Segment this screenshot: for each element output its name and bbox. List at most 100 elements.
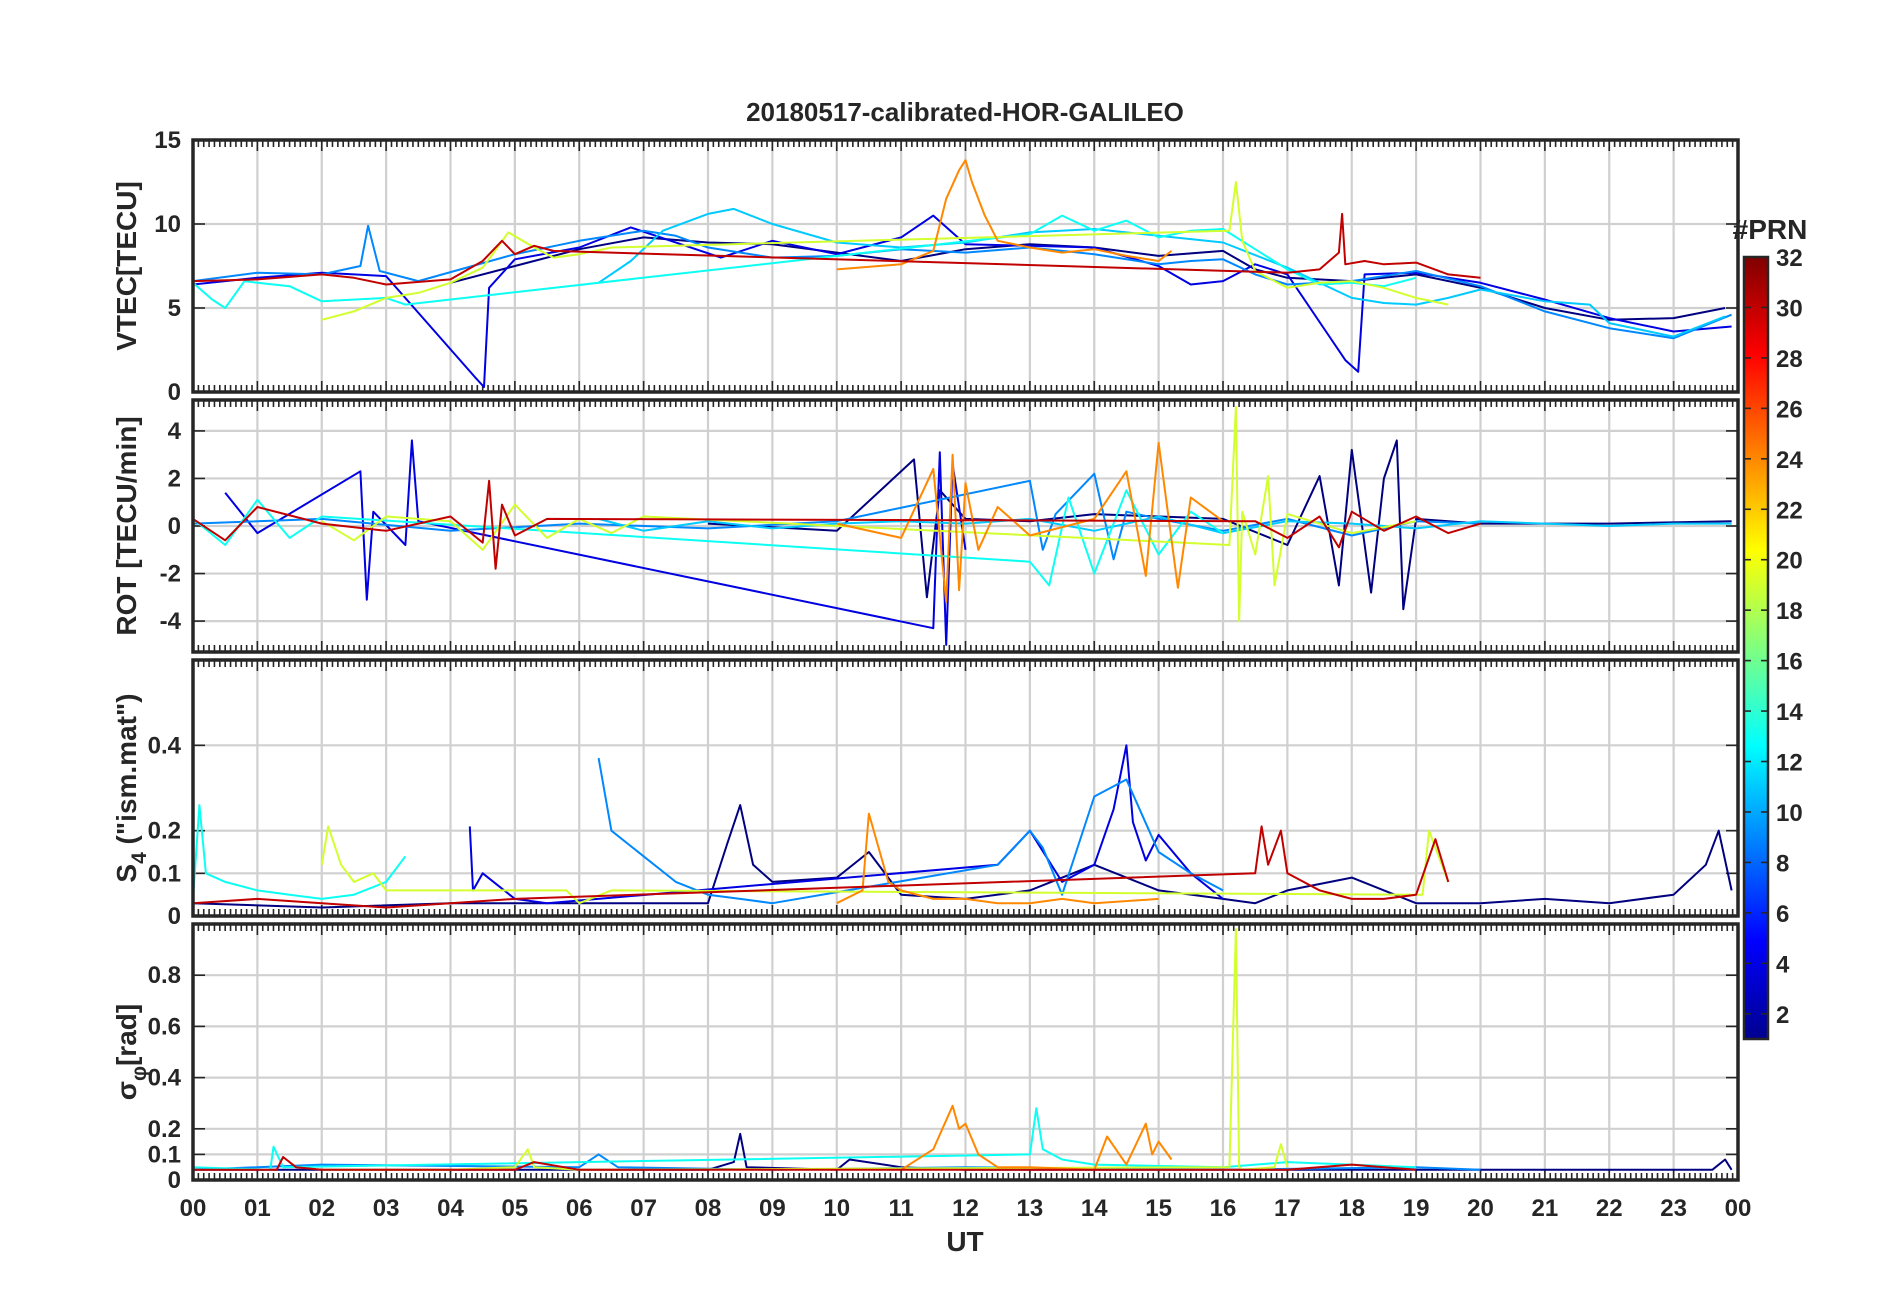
y-tick-label: 0.2 [148, 1116, 181, 1143]
series-group [193, 928, 1733, 1171]
panel-frame [191, 398, 1740, 654]
series-line-prn-4 [224, 439, 967, 646]
y-tick-label: 4 [168, 418, 182, 445]
x-tick-label: 02 [308, 1195, 335, 1222]
x-tick-label: 15 [1145, 1195, 1172, 1222]
panel-vtec: 0 5 10 15 VTEC[TECU] [111, 127, 1740, 406]
x-tick-label: 23 [1660, 1195, 1687, 1222]
x-tick-label: 07 [630, 1195, 657, 1222]
x-tick-label: 05 [502, 1195, 529, 1222]
panel-sigma_phi: 00.10.2 0.4 0.6 0.8 σφ[rad] 00 01 02 03 04 05 06 07 0… [111, 922, 1752, 1222]
colorbar-tick-label: 18 [1776, 598, 1803, 625]
series-line-prn-1 [193, 1132, 1733, 1171]
y-tick-label: 0.4 [148, 732, 182, 759]
y-tick-label: 0.8 [148, 962, 181, 989]
y-tick-label: 0 [168, 513, 181, 540]
colorbar-tick-label: 32 [1776, 245, 1803, 272]
y-tick-label: 0.1 [148, 1141, 181, 1168]
series-line-prn-11 [598, 515, 1732, 535]
chart-title: 20180517-calibrated-HOR-GALILEO [746, 97, 1184, 127]
colorbar-tick-label: 12 [1776, 750, 1803, 777]
series-line-prn-30 [193, 825, 1450, 909]
x-tick-label: 00 [1725, 1195, 1752, 1222]
series-line-prn-4 [468, 744, 1224, 905]
series-line-prn-19 [320, 825, 1450, 905]
series-line-prn-30 [193, 479, 1481, 570]
x-tick-label: 04 [437, 1195, 464, 1222]
x-tick-label: 08 [695, 1195, 722, 1222]
series-line-prn-19 [321, 928, 1289, 1171]
y-tick-label: 5 [168, 295, 181, 322]
series-line-prn-30 [193, 1156, 1417, 1171]
series-line-prn-13 [193, 804, 407, 900]
series-line-prn-30 [193, 212, 1481, 286]
colorbar-ticks: 32 30 28 26 24 22 20 18 16 14 12 10 8 6 4 2 [1744, 245, 1803, 1029]
y-axis-label-rest: ("ism.mat") [111, 693, 142, 852]
colorbar-tick-label: 20 [1776, 548, 1803, 575]
y-axis-label-rest: [rad] [111, 1004, 142, 1066]
x-tick-label: 12 [952, 1195, 979, 1222]
y-tick-label: -4 [160, 608, 182, 635]
panel-s4: 00.10.20.4S4 ("ism.mat") [111, 658, 1740, 930]
x-tick-label: 06 [566, 1195, 593, 1222]
x-tick-label: 20 [1467, 1195, 1494, 1222]
colorbar-tick-label: 16 [1776, 649, 1803, 676]
x-tick-label: 16 [1210, 1195, 1237, 1222]
series-line-prn-24 [836, 159, 1173, 271]
y-axis-label: σφ[rad] [111, 1004, 151, 1100]
series-line-prn-13 [193, 489, 1224, 587]
x-tick-label: 21 [1532, 1195, 1559, 1222]
x-tick-label: 14 [1081, 1195, 1108, 1222]
y-axis-label: ROT [TECU/min] [111, 416, 142, 635]
colorbar-tick-label: 10 [1776, 800, 1803, 827]
y-tick-label: 0 [168, 1167, 181, 1194]
y-axis-label-subscript: 4 [128, 852, 151, 864]
y-axis-label: VTEC[TECU] [111, 181, 142, 351]
colorbar-tick-label: 22 [1776, 497, 1803, 524]
series-group [193, 406, 1732, 646]
series-line-prn-24 [836, 812, 1159, 905]
y-tick-label: 0.6 [148, 1013, 181, 1040]
panel-frame [191, 658, 1740, 918]
x-tick-label: 17 [1274, 1195, 1301, 1222]
series-line-prn-1 [193, 804, 1733, 909]
y-tick-label: 0 [168, 903, 181, 930]
panel-frame [191, 138, 1740, 394]
x-tick-label: 03 [373, 1195, 400, 1222]
colorbar-gradient [1742, 255, 1770, 1041]
y-axis-label: S4 ("ism.mat") [111, 693, 151, 882]
series-group [193, 744, 1733, 909]
series-line-prn-1 [707, 439, 1732, 611]
y-tick-label: -2 [160, 561, 181, 588]
colorbar-tick-label: 30 [1776, 295, 1803, 322]
colorbar-tick-label: 8 [1776, 850, 1789, 877]
x-tick-label: 00 [180, 1195, 207, 1222]
series-line-prn-11 [598, 207, 1726, 338]
x-tick-label: 19 [1403, 1195, 1430, 1222]
y-axis-label-main: σ [111, 1081, 142, 1100]
y-tick-label: 2 [168, 465, 181, 492]
y-tick-label: 15 [154, 127, 181, 154]
y-axis-label-main: S [111, 864, 142, 883]
colorbar-tick-label: 28 [1776, 346, 1803, 373]
x-tick-label: 10 [823, 1195, 850, 1222]
series-line-prn-9 [597, 757, 1224, 905]
series-line-prn-24 [900, 1104, 1173, 1171]
series-line-prn-4 [193, 214, 1732, 388]
colorbar-tick-label: 6 [1776, 901, 1789, 928]
series-line-prn-13 [193, 1107, 1417, 1171]
series-line-prn-24 [836, 441, 1224, 604]
y-axis-label-subscript: φ [128, 1066, 151, 1081]
panel-frame [191, 922, 1740, 1182]
y-tick-label: 0.2 [148, 818, 181, 845]
colorbar-tick-label: 2 [1776, 1002, 1789, 1029]
x-axis-label: UT [946, 1226, 983, 1257]
panel-rot: 4 2 0 -2 -4 ROT [TECU/min] [111, 398, 1740, 654]
colorbar-tick-label: 24 [1776, 447, 1803, 474]
x-tick-label: 09 [759, 1195, 786, 1222]
y-tick-label: 0 [168, 379, 181, 406]
colorbar-tick-label: 14 [1776, 699, 1803, 726]
x-tick-label: 18 [1338, 1195, 1365, 1222]
